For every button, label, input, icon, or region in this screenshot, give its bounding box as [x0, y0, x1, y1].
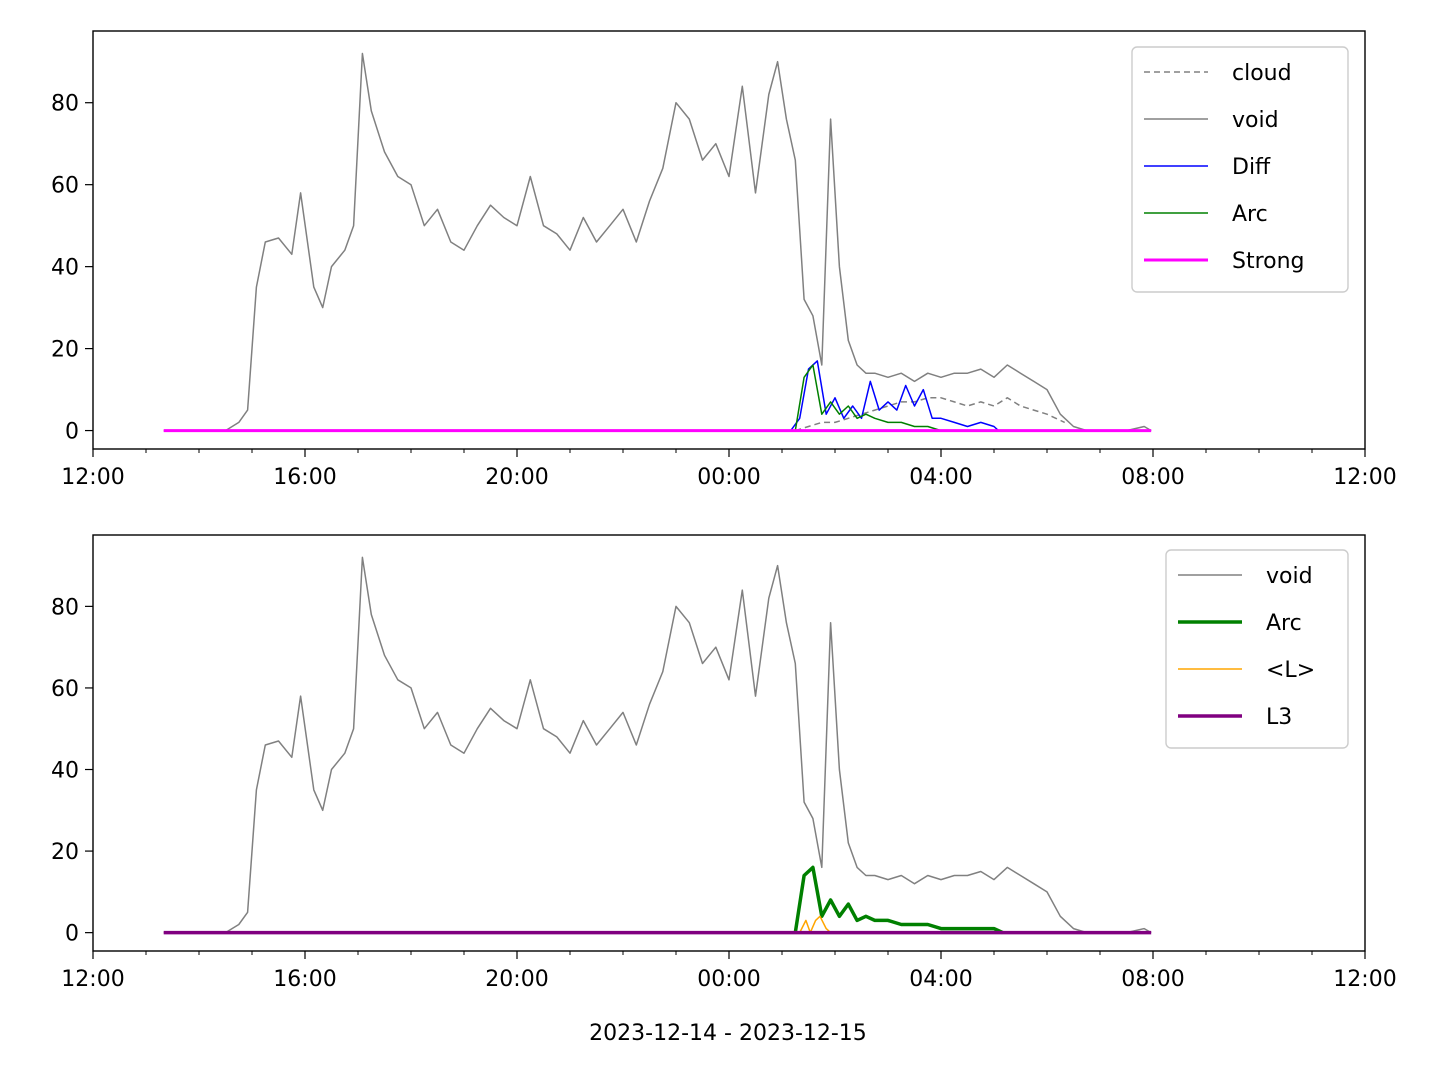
- legend-box: [1131, 46, 1349, 293]
- x-tick-label: 08:00: [1121, 465, 1184, 490]
- series-group: [163, 556, 1152, 935]
- x-tick-label: 12:00: [61, 465, 124, 490]
- series-line-l: [799, 915, 832, 934]
- y-tick-label: 0: [65, 420, 79, 445]
- legend-label-arc: Arc: [1232, 202, 1268, 227]
- x-tick-label: 16:00: [273, 967, 336, 992]
- y-tick-label: 20: [51, 338, 79, 363]
- legend-label-arc: Arc: [1266, 611, 1302, 636]
- y-tick-label: 0: [65, 922, 79, 947]
- series-line-diff: [782, 360, 999, 432]
- y-tick-label: 80: [51, 595, 79, 620]
- legend: cloud void Diff Arc Strong: [1131, 46, 1349, 293]
- x-tick-label: 04:00: [909, 967, 972, 992]
- legend-label-void: void: [1266, 564, 1313, 589]
- legend-label-void: void: [1232, 108, 1279, 133]
- x-tick-label: 16:00: [273, 465, 336, 490]
- series-line-void: [163, 556, 1152, 934]
- x-tick-label: 12:00: [61, 967, 124, 992]
- legend-label-diff: Diff: [1232, 155, 1271, 180]
- legend: void Arc <L> L3: [1165, 549, 1349, 749]
- x-tick-label: 04:00: [909, 465, 972, 490]
- y-tick-label: 40: [51, 256, 79, 281]
- x-tick-label: 12:00: [1333, 465, 1396, 490]
- y-tick-label: 40: [51, 759, 79, 784]
- figure-xlabel: 2023-12-14 - 2023-12-15: [589, 1021, 867, 1046]
- series-line-cloud: [795, 397, 1066, 432]
- x-tick-label: 20:00: [485, 967, 548, 992]
- bottom-chart-panel: 12:00 16:00 20:00 00:00 04:00 08:00 12:00 0 20 40…: [51, 534, 1397, 992]
- series-line-arc: [794, 364, 955, 432]
- x-tick-label: 20:00: [485, 465, 548, 490]
- legend-box: [1165, 549, 1349, 749]
- legend-label-l3: L3: [1266, 705, 1292, 730]
- series-line-arc: [793, 865, 1004, 935]
- series-line-void: [163, 52, 1152, 432]
- series-group: [163, 52, 1152, 433]
- top-chart-panel: 12:00 16:00 20:00 00:00 04:00 08:00 12:00 0 20 40…: [51, 30, 1397, 490]
- x-tick-label: 00:00: [697, 967, 760, 992]
- legend-label-l: <L>: [1266, 658, 1315, 683]
- legend-label-cloud: cloud: [1232, 61, 1292, 86]
- y-tick-label: 80: [51, 92, 79, 117]
- x-tick-label: 08:00: [1121, 967, 1184, 992]
- y-tick-label: 60: [51, 677, 79, 702]
- y-tick-label: 20: [51, 840, 79, 865]
- x-tick-label: 12:00: [1333, 967, 1396, 992]
- y-tick-label: 60: [51, 174, 79, 199]
- x-tick-label: 00:00: [697, 465, 760, 490]
- legend-label-strong: Strong: [1232, 249, 1305, 274]
